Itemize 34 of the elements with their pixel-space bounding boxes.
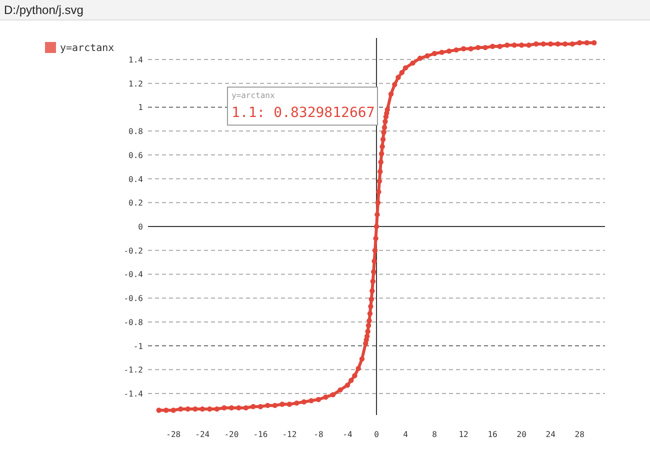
text: y=arctanx	[231, 91, 275, 100]
y-tick-label: -0.8	[124, 318, 144, 327]
text: D:/python/j.svg	[4, 3, 84, 17]
x-tick-label: -20	[224, 430, 239, 439]
y-tick-label: 1	[138, 103, 144, 112]
x-tick-label: 0	[374, 430, 380, 439]
y-tick-label: 1.2	[128, 79, 144, 88]
x-tick-label: 24	[546, 430, 556, 439]
y-tick-label: 0.2	[128, 198, 144, 208]
y-tick-label: -0.2	[124, 246, 144, 256]
x-tick-label: -24	[195, 430, 210, 439]
y-tick-label: 1.4	[128, 55, 144, 64]
y-tick-label: 0.4	[128, 174, 144, 184]
x-tick-label: 4	[403, 430, 408, 439]
x-tick-label: -4	[342, 430, 352, 439]
y-tick-label: -1	[133, 342, 144, 351]
x-tick-label: 20	[516, 430, 527, 439]
y-tick-label: 0.8	[128, 127, 144, 136]
y-tick-label: -0.4	[124, 270, 144, 280]
x-tick-label: -12	[282, 430, 297, 439]
y-tick-label: 0.6	[128, 150, 144, 160]
y-tick-label: -0.6	[124, 294, 144, 304]
x-tick-label: 28	[574, 430, 585, 439]
x-tick-label: -8	[314, 430, 324, 439]
x-tick-label: -16	[253, 430, 268, 439]
x-tick-label: 12	[458, 430, 469, 439]
x-tick-label: 16	[488, 430, 498, 439]
y-tick-label: 0	[138, 222, 144, 232]
annotation: 1.1: 0.8329812667	[231, 105, 375, 122]
x-tick-label: -28	[166, 430, 181, 439]
y-tick-label: -1.2	[124, 366, 144, 375]
x-tick-label: 8	[432, 430, 438, 439]
legend-label: y=arctanx	[60, 43, 114, 54]
y-tick-label: -1.4	[124, 390, 144, 399]
